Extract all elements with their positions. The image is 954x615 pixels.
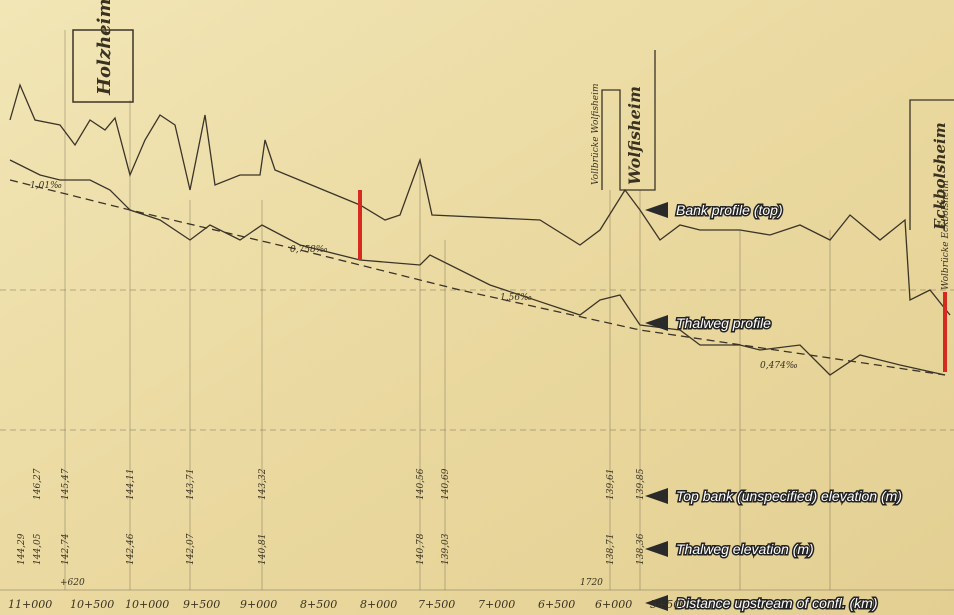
mark-label: 1720 <box>580 578 603 588</box>
thalweg-elevation: 142,07 <box>186 533 196 565</box>
profile-scan: Bank profile (top) Thalweg profile Top ban… <box>0 0 954 615</box>
distance-label: 10+000 <box>125 598 169 611</box>
distance-label: 5+500 <box>650 598 687 611</box>
distance-label: 6+500 <box>538 598 575 611</box>
thalweg-elevation: 144,05 <box>33 533 43 565</box>
top-bank-elevation: 145,47 <box>61 468 71 500</box>
distance-label: 11+000 <box>8 598 52 611</box>
distance-label: 6+000 <box>595 598 632 611</box>
annotation-label: Bank profile (top) <box>676 202 783 218</box>
distance-label: 8+500 <box>300 598 337 611</box>
gradient-label: 0,758‰ <box>290 245 328 255</box>
annotation-label: Thalweg elevation (m) <box>676 541 814 557</box>
thalweg-elevation: 138,71 <box>606 534 616 566</box>
distance-label: 10+500 <box>70 598 114 611</box>
paper <box>0 0 954 615</box>
annotation-label: Top bank (unspecified) elevation (m) <box>676 488 902 504</box>
gradient-label: 0,474‰ <box>760 361 798 371</box>
gradient-label: 1,01‰ <box>30 181 62 191</box>
thalweg-elevation: 142,46 <box>126 533 136 565</box>
place-name: Wolfisheim <box>625 86 644 185</box>
thalweg-elevation: 140,78 <box>416 533 426 565</box>
annotation-label: Thalweg profile <box>676 315 771 331</box>
distance-label: 7+500 <box>418 598 455 611</box>
top-bank-elevation: 146,27 <box>33 468 43 500</box>
top-bank-elevation: 140,69 <box>441 468 451 500</box>
top-bank-elevation: 139,61 <box>606 469 616 501</box>
top-bank-elevation: 140,56 <box>416 468 426 500</box>
mark-label: +620 <box>60 578 85 588</box>
bridge-name: Vollbrücke Wolfisheim <box>591 84 601 185</box>
thalweg-elevation: 139,03 <box>441 533 451 565</box>
thalweg-elevation: 140,81 <box>258 534 268 566</box>
gradient-label: 1,56‰ <box>500 293 532 303</box>
top-bank-elevation: 144,11 <box>126 469 136 501</box>
thalweg-elevation: 142,74 <box>61 533 71 565</box>
distance-label: 9+500 <box>183 598 220 611</box>
distance-label: 9+000 <box>240 598 277 611</box>
thalweg-elevation: 138,36 <box>636 533 646 565</box>
distance-label: 7+000 <box>478 598 515 611</box>
annotation-label: Distance upstream of confl. (km) <box>676 595 878 611</box>
top-bank-elevation: 139,85 <box>636 468 646 500</box>
place-name: Holzheim <box>94 0 115 96</box>
thalweg-elevation: 144,29 <box>17 533 27 565</box>
bridge-name: Wolbrücke Eckbolsheim <box>941 180 951 290</box>
distance-label: 8+000 <box>360 598 397 611</box>
top-bank-elevation: 143,71 <box>186 469 196 501</box>
top-bank-elevation: 143,32 <box>258 468 268 500</box>
